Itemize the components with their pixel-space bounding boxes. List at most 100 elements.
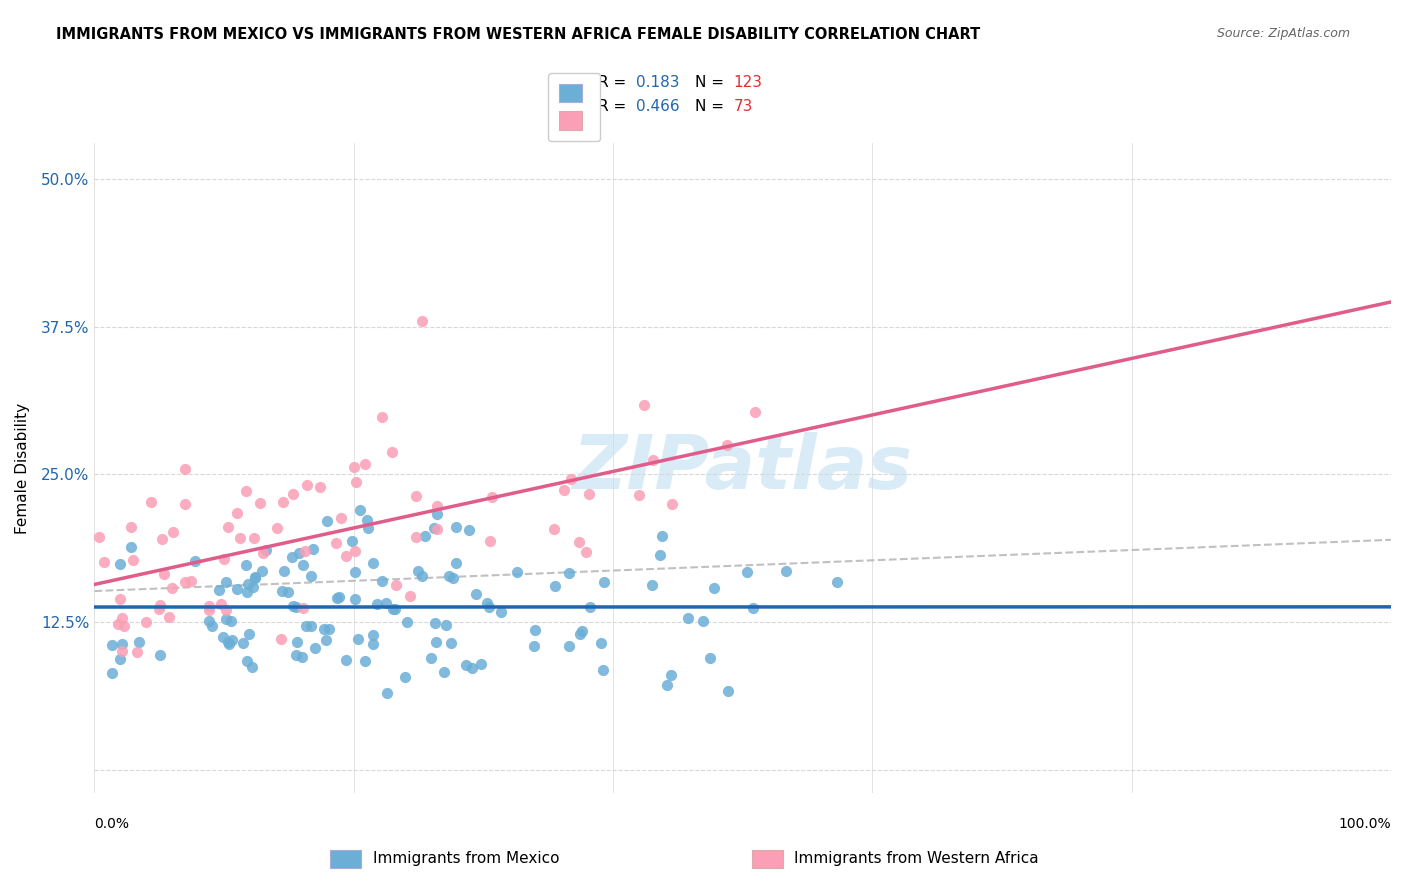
Point	[283, 487, 305, 501]
Point	[174, 574, 197, 589]
Point	[426, 507, 449, 521]
Point	[125, 645, 148, 659]
Point	[120, 540, 142, 554]
Point	[250, 565, 273, 579]
Point	[198, 603, 221, 617]
Point	[454, 657, 477, 672]
Point	[285, 635, 308, 649]
Point	[425, 635, 447, 649]
Point	[225, 506, 247, 520]
Point	[413, 529, 436, 543]
Point	[242, 581, 264, 595]
Point	[304, 640, 326, 655]
Point	[229, 531, 252, 545]
Point	[775, 565, 797, 579]
Point	[569, 626, 592, 640]
Point	[108, 591, 131, 606]
Point	[243, 571, 266, 585]
Point	[162, 581, 184, 595]
Point	[201, 619, 224, 633]
Point	[302, 542, 325, 557]
Point	[441, 571, 464, 585]
Point	[299, 569, 322, 583]
Point	[335, 653, 357, 667]
Point	[659, 667, 682, 681]
Point	[405, 530, 427, 544]
Point	[394, 670, 416, 684]
Point	[735, 565, 758, 579]
Point	[232, 636, 254, 650]
Point	[121, 519, 143, 533]
Text: IMMIGRANTS FROM MEXICO VS IMMIGRANTS FROM WESTERN AFRICA FEMALE DISABILITY CORRE: IMMIGRANTS FROM MEXICO VS IMMIGRANTS FRO…	[56, 27, 980, 42]
Point	[174, 462, 197, 476]
Point	[381, 445, 404, 459]
Point	[245, 570, 267, 584]
Point	[107, 616, 129, 631]
Point	[523, 640, 546, 654]
Point	[825, 575, 848, 590]
Point	[593, 575, 616, 590]
Point	[235, 558, 257, 573]
Point	[560, 472, 582, 486]
Point	[575, 545, 598, 559]
Point	[426, 499, 449, 513]
Point	[461, 661, 484, 675]
Point	[475, 596, 498, 610]
Point	[215, 575, 238, 590]
Point	[592, 663, 614, 677]
Point	[128, 634, 150, 648]
Point	[444, 520, 467, 534]
Point	[270, 632, 292, 646]
Point	[370, 409, 392, 424]
Point	[384, 578, 406, 592]
Point	[744, 405, 766, 419]
Point	[273, 564, 295, 578]
Point	[184, 554, 207, 568]
Point	[208, 583, 231, 598]
Point	[271, 584, 294, 599]
Point	[240, 660, 263, 674]
Point	[157, 610, 180, 624]
Text: N =: N =	[695, 99, 728, 114]
Point	[215, 603, 238, 617]
Point	[111, 610, 134, 624]
Point	[198, 599, 221, 614]
Point	[558, 566, 581, 580]
Point	[478, 534, 501, 549]
Text: 123: 123	[734, 75, 762, 90]
Point	[150, 533, 173, 547]
Point	[464, 586, 486, 600]
Point	[699, 651, 721, 665]
Point	[271, 495, 294, 509]
Point	[288, 546, 311, 560]
Point	[571, 624, 593, 639]
Point	[236, 576, 259, 591]
Point	[437, 569, 460, 583]
Point	[426, 522, 449, 536]
Point	[742, 600, 765, 615]
Point	[318, 623, 340, 637]
Point	[633, 398, 655, 412]
Legend: , : ,	[548, 73, 600, 141]
Text: N =: N =	[695, 75, 728, 90]
Point	[578, 487, 600, 501]
Point	[420, 650, 443, 665]
Point	[111, 644, 134, 658]
Point	[458, 523, 481, 537]
Point	[470, 657, 492, 671]
Point	[661, 497, 683, 511]
Point	[254, 543, 277, 558]
Point	[411, 568, 433, 582]
Point	[717, 684, 740, 698]
Point	[238, 627, 260, 641]
Point	[108, 652, 131, 666]
Point	[236, 585, 259, 599]
Point	[651, 529, 673, 543]
Point	[236, 654, 259, 668]
Point	[384, 601, 406, 615]
Point	[344, 544, 367, 558]
Point	[294, 543, 316, 558]
Point	[297, 477, 319, 491]
Point	[399, 589, 422, 603]
Point	[478, 600, 501, 615]
